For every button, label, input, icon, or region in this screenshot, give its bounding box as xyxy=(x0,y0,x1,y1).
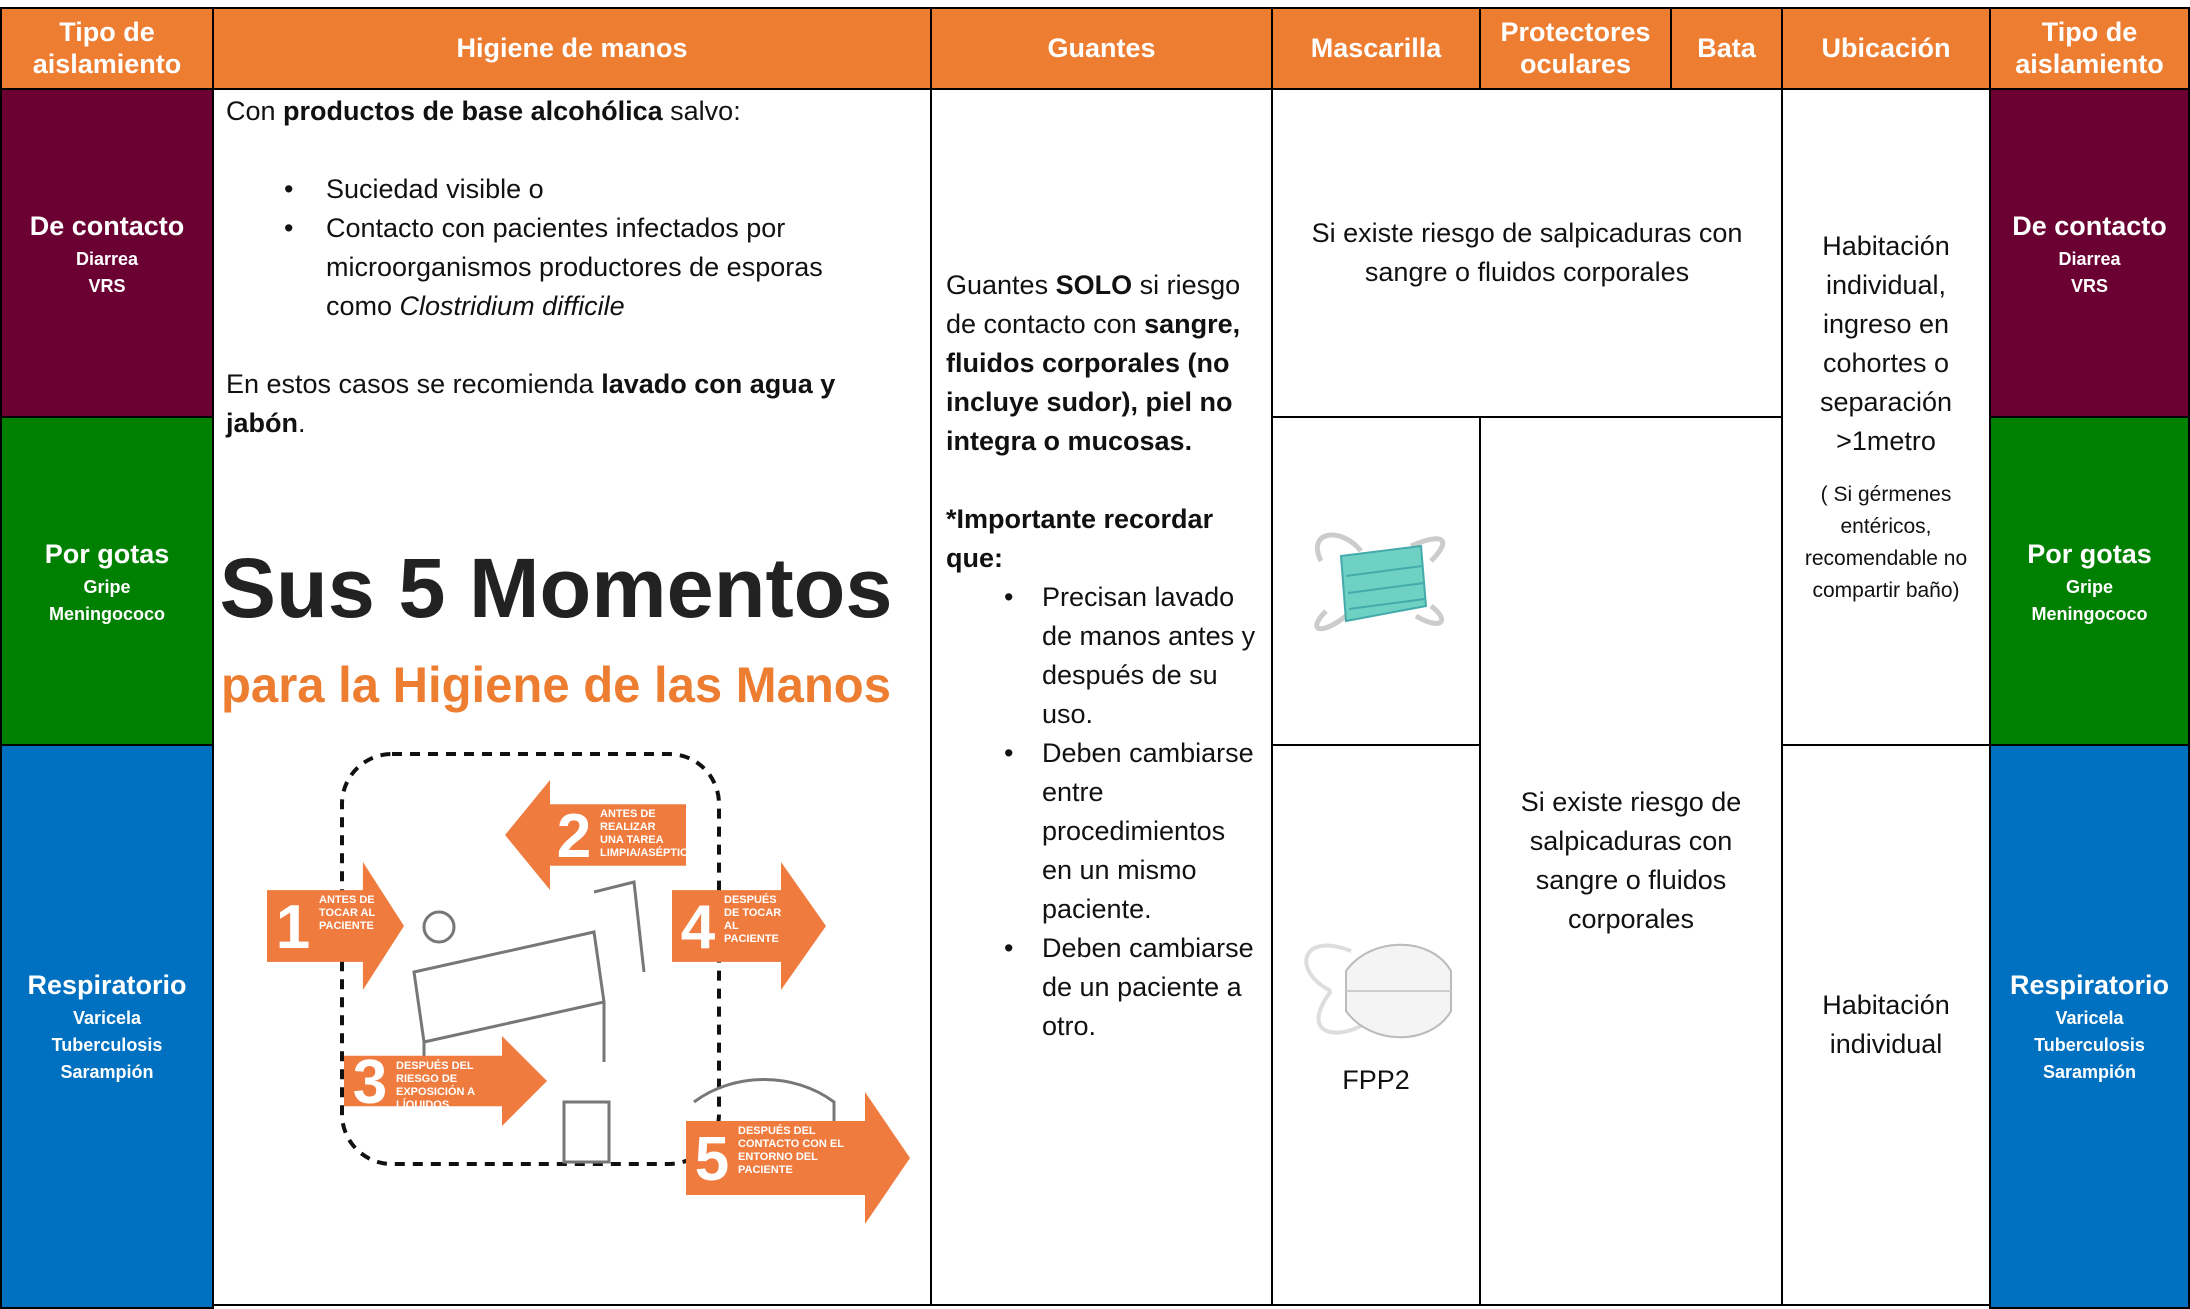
isolation-example: Sarampión xyxy=(60,1061,154,1082)
header-cell: Mascarilla xyxy=(1271,7,1481,90)
location-cell: Habitación individual xyxy=(1781,744,1991,1306)
isolation-example: Sarampión xyxy=(2042,1061,2137,1082)
header-cell: Bata xyxy=(1670,7,1783,90)
isolation-name: Respiratorio xyxy=(27,970,187,1001)
text: Si existe riesgo de salpicaduras con san… xyxy=(1311,218,1743,287)
mask-eye-gown-cell: Si existe riesgo de salpicaduras con san… xyxy=(1271,88,1783,418)
bullet: Deben cambiarse de un paciente a otro. xyxy=(946,929,1261,1046)
location-note: ( Si gérmenes entéricos, recomendable no… xyxy=(1804,483,1968,602)
text: Contacto con pacientes infectados por mi… xyxy=(326,213,823,321)
poster-graphic: Sus 5 Momentos para la Higiene de las Ma… xyxy=(220,541,910,1224)
moment-number: 3 xyxy=(353,1048,387,1117)
gloves-rule: Guantes SOLO si riesgo de contacto con s… xyxy=(946,266,1261,461)
moment-number: 2 xyxy=(557,802,591,871)
moment-text: DESPUÉS DE TOCAR AL PACIENTE xyxy=(724,894,782,946)
bullet-list: Suciedad visible o Contacto con paciente… xyxy=(226,170,906,326)
moment-number: 4 xyxy=(681,893,716,962)
bullet: Deben cambiarse entre procedimientos en … xyxy=(946,734,1261,929)
mask-cell xyxy=(1271,416,1481,746)
isolation-example: Meningococo xyxy=(49,603,165,624)
poster-title: Sus 5 Momentos xyxy=(220,541,893,635)
text: Con xyxy=(226,96,284,126)
isolation-cell: Respiratorio Varicela Tuberculosis Sarampió… xyxy=(0,744,214,1309)
isolation-example: Gripe xyxy=(2065,576,2113,597)
moment-arrow xyxy=(344,1036,547,1126)
text-bold: lavado con agua y jabón xyxy=(226,369,836,438)
isolation-cell: Respiratorio Varicela Tuberculosis Sarampió… xyxy=(1989,744,2190,1309)
isolation-cell: De contacto Diarrea VRS xyxy=(0,88,214,420)
location-cell: Habitación individual, ingreso en cohort… xyxy=(1781,88,1991,746)
moment-text: ANTES DE TOCAR AL PACIENTE xyxy=(319,894,376,933)
moment-arrow xyxy=(505,780,686,890)
poster: Sus 5 Momentos para la Higiene de las Ma… xyxy=(214,502,930,1308)
text: si riesgo de contacto con xyxy=(946,270,1241,339)
moment-arrow xyxy=(686,1092,910,1224)
location-text: Habitación individual xyxy=(1822,990,1950,1059)
moment-text: DESPUÉS DEL RIESGO DE EXPOSICIÓN A LÍQUI… xyxy=(396,1059,475,1124)
surgical-mask-icon xyxy=(1314,532,1445,632)
moment-number: 5 xyxy=(695,1125,729,1194)
intro: Con productos de base alcohólica salvo: xyxy=(226,92,906,131)
mask-label: FPP2 xyxy=(1342,1064,1410,1095)
note: En estos casos se recomienda lavado con … xyxy=(226,365,876,443)
hand-hygiene-cell: Con productos de base alcohólica salvo: … xyxy=(212,88,932,1306)
header-cell: Ubicación xyxy=(1781,7,1991,90)
text: Si existe riesgo de salpicaduras con san… xyxy=(1520,787,1742,934)
gloves-text: Guantes SOLO si riesgo de contacto con s… xyxy=(946,266,1261,1046)
important: *Importante recordar que: xyxy=(946,504,1214,573)
bullet: Contacto con pacientes infectados por mi… xyxy=(226,209,886,326)
isolation-example: Tuberculosis xyxy=(2034,1034,2145,1055)
isolation-example: Varicela xyxy=(72,1007,142,1028)
isolation-name: De contacto xyxy=(29,211,185,242)
moment-text: ANTES DE REALIZAR UNA TAREA LIMPIA/ASÉPT… xyxy=(600,808,696,860)
bullet-list: Precisan lavado de manos antes y después… xyxy=(946,578,1261,1046)
moment-arrow xyxy=(672,862,826,990)
header-cell: Higiene de manos xyxy=(212,7,932,90)
text-italic: Clostridium difficile xyxy=(399,291,625,321)
isolation-cell: De contacto Diarrea VRS xyxy=(1989,88,2190,420)
text-bold: productos de base alcohólica xyxy=(283,96,663,126)
text: salvo: xyxy=(662,96,741,126)
header-cell: Guantes xyxy=(930,7,1273,90)
poster-subtitle: para la Higiene de las Manos xyxy=(221,657,891,713)
isolation-example: Meningococo xyxy=(2031,603,2148,624)
text: En estos casos se recomienda xyxy=(226,369,602,399)
isolation-name: Respiratorio xyxy=(2009,970,2170,1001)
location-text: Habitación individual, ingreso en cohort… xyxy=(1819,231,1953,456)
isolation-example: VRS xyxy=(88,275,126,296)
isolation-cell: Por gotas Gripe Meningococo xyxy=(0,416,214,748)
gloves-cell: Guantes SOLO si riesgo de contacto con s… xyxy=(930,88,1273,1306)
text-bold: sangre, fluidos corporales (no incluye s… xyxy=(946,309,1241,456)
isolation-example: Tuberculosis xyxy=(51,1034,163,1055)
isolation-name: Por gotas xyxy=(2027,539,2152,570)
isolation-example: Varicela xyxy=(2055,1007,2124,1028)
hand-hygiene-text: Con productos de base alcohólica salvo: … xyxy=(226,92,906,443)
text-bold: SOLO xyxy=(1055,270,1133,300)
isolation-example: VRS xyxy=(2070,275,2108,296)
bullet: Precisan lavado de manos antes y después… xyxy=(946,578,1261,734)
eye-gown-cell: Si existe riesgo de salpicaduras con san… xyxy=(1479,416,1783,1306)
moment-text: DESPUÉS DEL CONTACTO CON EL ENTORNO DEL … xyxy=(738,1125,844,1177)
isolation-name: Por gotas xyxy=(44,539,170,570)
text: . xyxy=(298,408,306,438)
moment-number: 1 xyxy=(276,893,310,962)
header-cell: Tipo de aislamiento xyxy=(0,7,214,90)
isolation-example: Gripe xyxy=(83,576,131,597)
bullet: Suciedad visible o xyxy=(226,170,886,209)
isolation-example: Diarrea xyxy=(75,248,139,269)
moment-arrow xyxy=(267,862,404,990)
isolation-example: Diarrea xyxy=(2058,248,2121,269)
isolation-name: De contacto xyxy=(2012,211,2167,242)
header-cell: Tipo de aislamiento xyxy=(1989,7,2190,90)
text: Guantes xyxy=(946,270,1056,300)
isolation-cell: Por gotas Gripe Meningococo xyxy=(1989,416,2190,748)
fpp2-mask-icon xyxy=(1304,943,1452,1038)
mask-cell: FPP2 xyxy=(1271,744,1481,1306)
header-cell: Protectores oculares xyxy=(1479,7,1672,90)
